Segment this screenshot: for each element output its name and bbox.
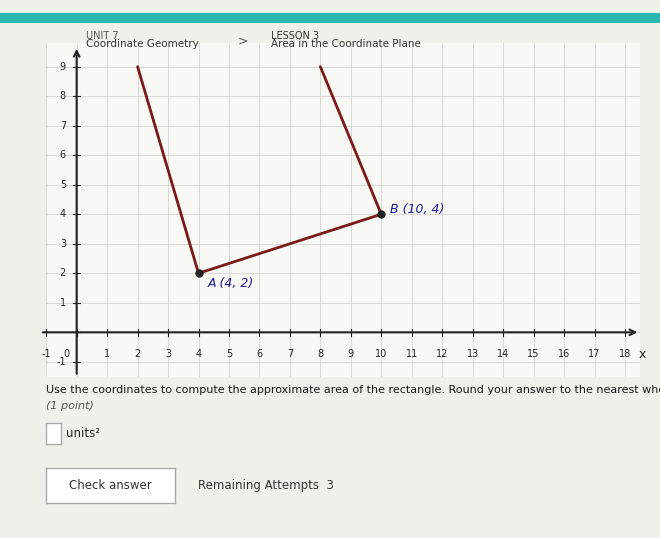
Text: Check answer: Check answer [69,479,152,492]
Text: Use the coordinates to compute the approximate area of the rectangle. Round your: Use the coordinates to compute the appro… [46,385,660,395]
Text: 9: 9 [348,349,354,358]
Text: 12: 12 [436,349,448,358]
Text: B (10, 4): B (10, 4) [391,203,445,216]
Text: 14: 14 [497,349,510,358]
Text: -1: -1 [56,357,66,367]
Text: units²: units² [66,427,100,440]
Text: Coordinate Geometry: Coordinate Geometry [86,39,199,49]
Text: 4: 4 [195,349,201,358]
Text: Area in the Coordinate Plane: Area in the Coordinate Plane [271,39,420,49]
Text: A (4, 2): A (4, 2) [208,277,254,289]
Text: 5: 5 [226,349,232,358]
Text: 1: 1 [104,349,110,358]
Text: -1: -1 [42,349,51,358]
Text: 7: 7 [60,121,66,131]
Text: 3: 3 [165,349,171,358]
Text: 18: 18 [619,349,631,358]
Text: UNIT 7: UNIT 7 [86,31,118,41]
Text: 4: 4 [60,209,66,220]
Text: 2: 2 [135,349,141,358]
Text: 7: 7 [286,349,293,358]
Text: 11: 11 [406,349,418,358]
Text: 0: 0 [63,349,69,358]
Text: >: > [238,34,248,47]
Text: 8: 8 [317,349,323,358]
Text: 5: 5 [60,180,66,190]
Text: 8: 8 [60,91,66,101]
Text: Remaining Attempts  3: Remaining Attempts 3 [198,479,334,492]
Text: 3: 3 [60,239,66,249]
Text: x: x [639,348,646,360]
Text: (1 point): (1 point) [46,401,94,411]
Text: 16: 16 [558,349,570,358]
Text: 1: 1 [60,298,66,308]
Text: 10: 10 [375,349,387,358]
Text: 15: 15 [527,349,540,358]
Text: 17: 17 [588,349,601,358]
Text: 6: 6 [60,150,66,160]
Text: 9: 9 [60,62,66,72]
Text: 6: 6 [256,349,263,358]
Text: 2: 2 [60,268,66,278]
Text: 13: 13 [467,349,478,358]
Text: LESSON 3: LESSON 3 [271,31,319,41]
